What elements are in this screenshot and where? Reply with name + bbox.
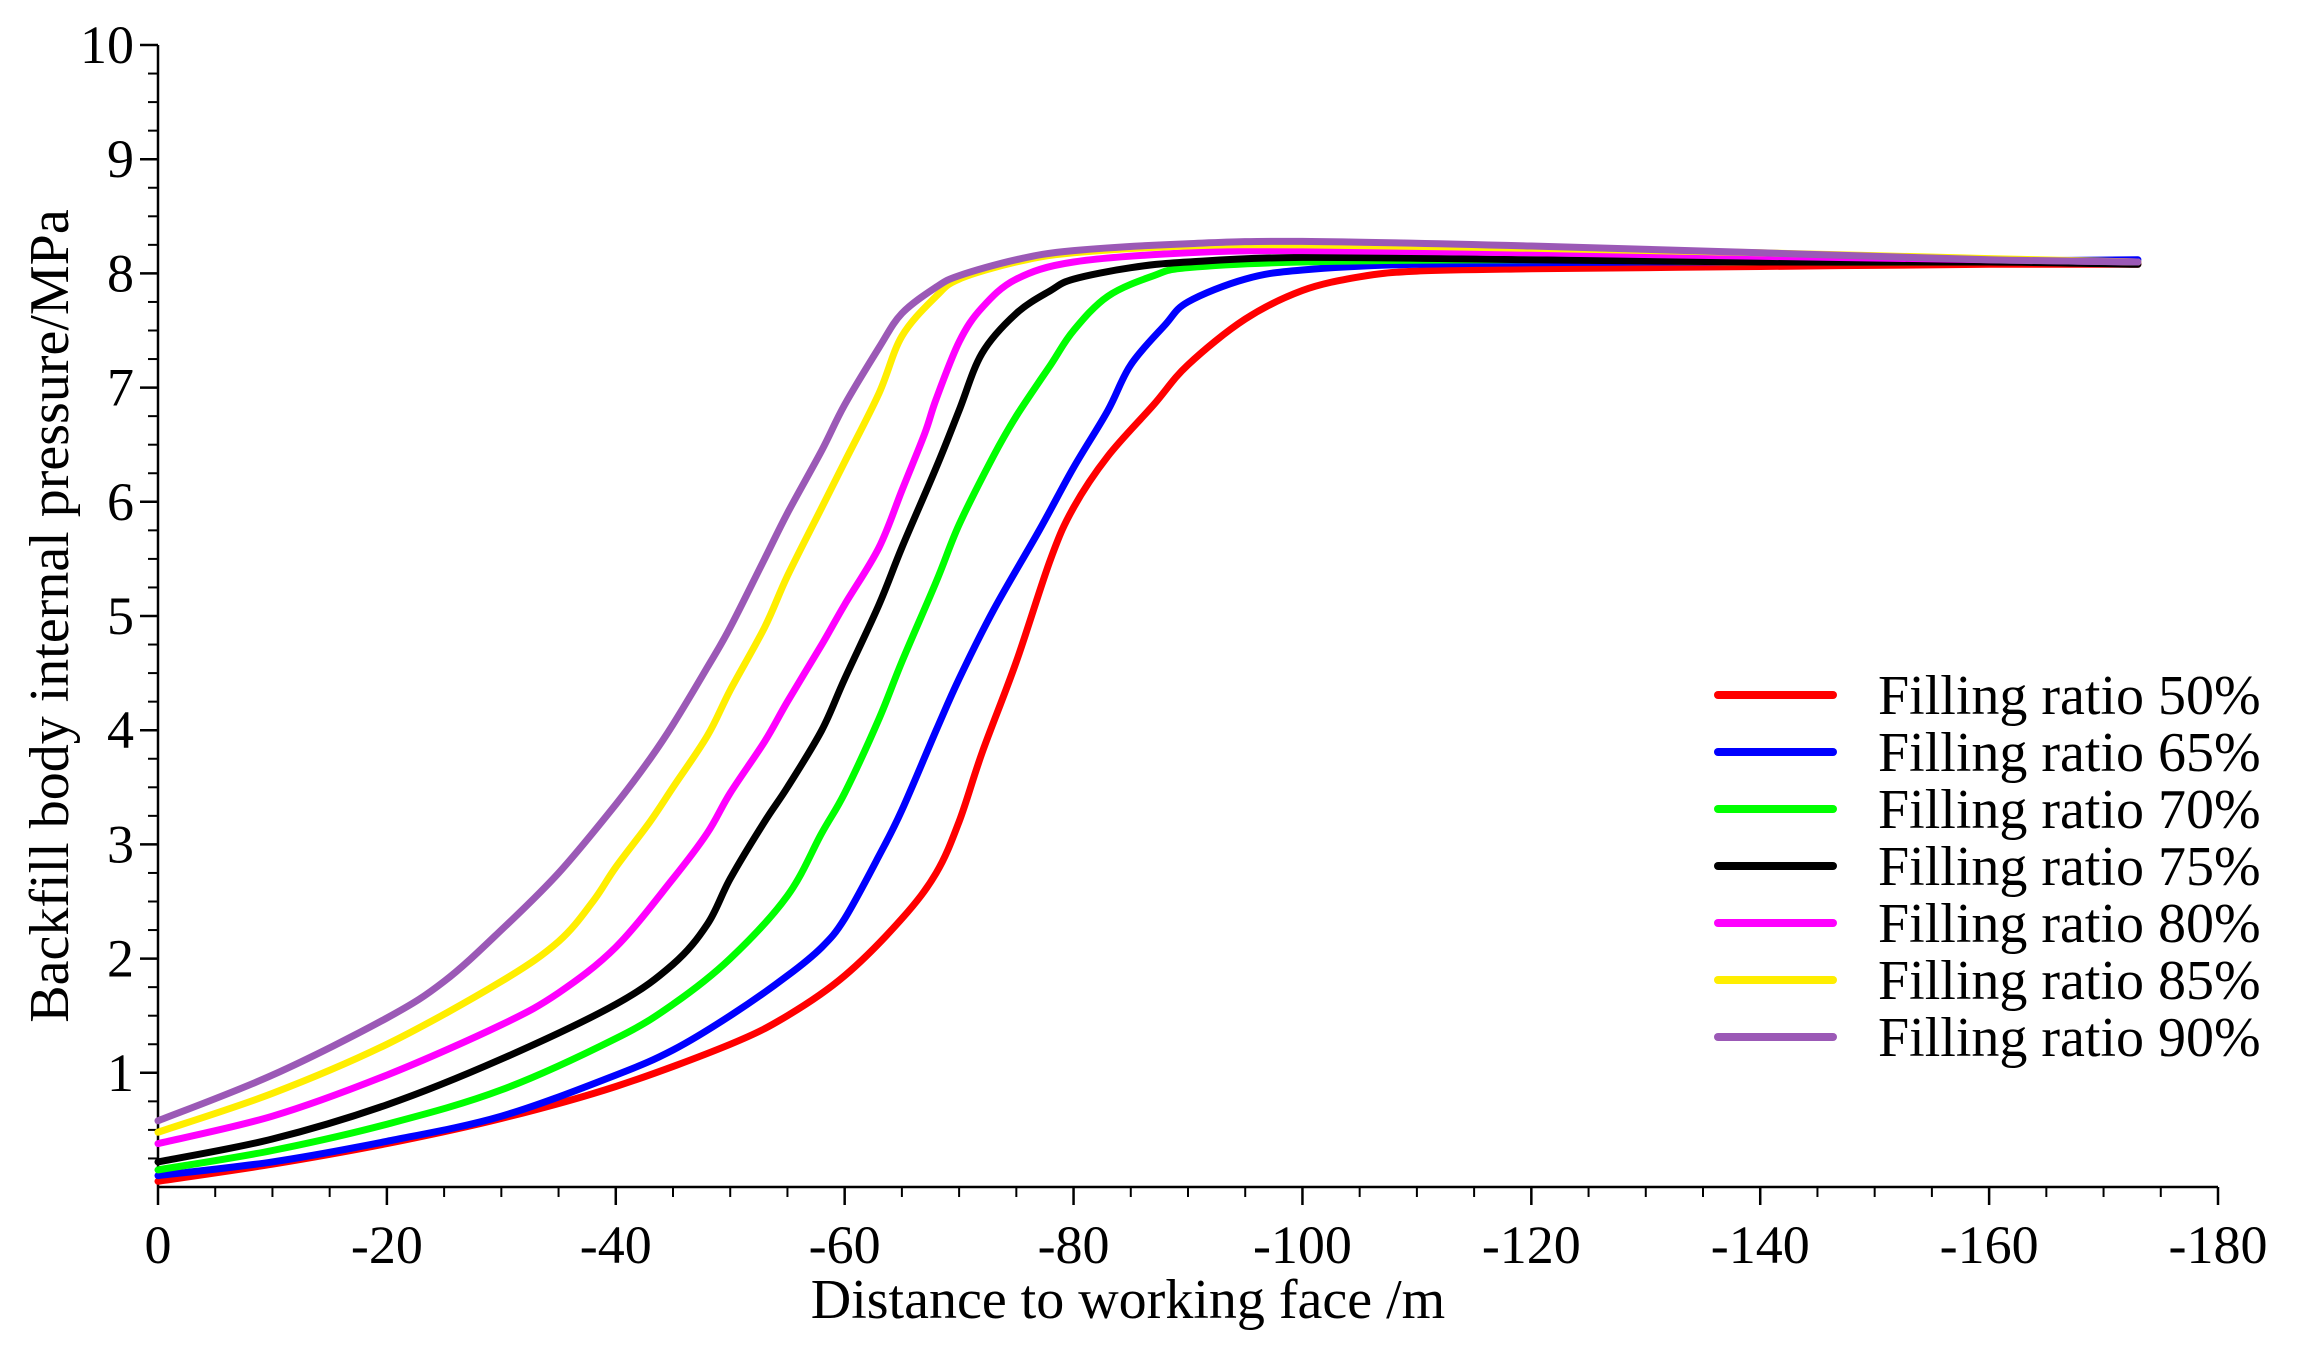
y-tick-label: 2: [107, 929, 134, 989]
y-tick-label: 6: [107, 472, 134, 532]
series-line-6: [154, 241, 2142, 1136]
y-tick-label: 10: [80, 15, 134, 75]
y-ticks: 1 2 3 4 5 6 7 8 9 10: [80, 15, 158, 1160]
legend-label-6: Filling ratio 85%: [1878, 950, 2261, 1012]
x-axis-title: Distance to working face /m: [811, 1269, 1445, 1331]
y-tick-label: 7: [107, 358, 134, 418]
y-tick-label: 8: [107, 243, 134, 303]
series-line-3: [154, 256, 2142, 1174]
x-tick-label: -160: [1940, 1215, 2039, 1275]
x-tick-label: -180: [2169, 1215, 2268, 1275]
legend-label-4: Filling ratio 75%: [1878, 836, 2261, 898]
y-axis-title: Backfill body internal pressure/MPa: [19, 209, 81, 1023]
legend-label-7: Filling ratio 90%: [1878, 1007, 2261, 1069]
series-lines: [154, 237, 2142, 1185]
legend-label-1: Filling ratio 50%: [1878, 665, 2261, 727]
series-line-5: [154, 247, 2142, 1148]
y-tick-label: 3: [107, 814, 134, 874]
series-line-2: [154, 256, 2142, 1180]
x-ticks: 0 -20 -40 -60 -80 -100 -120 -140 -160 -180: [145, 1187, 2268, 1275]
legend-label-3: Filling ratio 70%: [1878, 779, 2261, 841]
x-tick-label: -20: [351, 1215, 423, 1275]
x-tick-label: -140: [1711, 1215, 1810, 1275]
x-tick-label: -80: [1038, 1215, 1110, 1275]
legend: Filling ratio 50%Filling ratio 65%Fillin…: [1714, 665, 2261, 1069]
series-line-1: [154, 260, 2142, 1185]
series-line-4: [154, 253, 2142, 1166]
y-tick-label: 4: [107, 700, 134, 760]
x-tick-label: -120: [1482, 1215, 1581, 1275]
x-tick-label: 0: [145, 1215, 172, 1275]
x-tick-label: -40: [580, 1215, 652, 1275]
series-line-7: [154, 237, 2142, 1125]
legend-label-5: Filling ratio 80%: [1878, 893, 2261, 955]
x-tick-label: -100: [1253, 1215, 1352, 1275]
y-tick-label: 5: [107, 586, 134, 646]
y-tick-label: 1: [107, 1043, 134, 1103]
legend-label-2: Filling ratio 65%: [1878, 722, 2261, 784]
x-tick-label: -60: [809, 1215, 881, 1275]
y-tick-label: 9: [107, 129, 134, 189]
